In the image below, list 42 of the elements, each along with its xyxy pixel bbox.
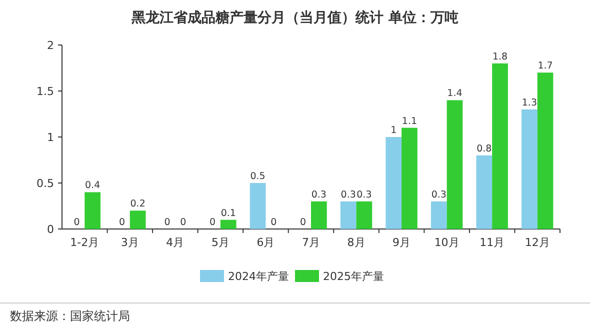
y-tick-label: 0.5 <box>36 177 54 190</box>
data-label: 0 <box>210 217 216 228</box>
data-label: 0 <box>74 217 80 228</box>
data-label: 0.2 <box>130 198 146 210</box>
data-label: 1.8 <box>492 51 508 62</box>
data-label: 0 <box>270 217 277 228</box>
data-label: 0.8 <box>476 143 492 154</box>
data-label: 0 <box>180 217 186 228</box>
x-tick-label: 6月 <box>256 236 275 249</box>
x-tick-label: 8月 <box>347 236 366 249</box>
y-tick-label: 1 <box>47 131 54 144</box>
legend-label: 2024年产量 <box>228 270 289 283</box>
data-label: 0.3 <box>356 189 372 200</box>
x-tick-label: 1-2月 <box>70 236 100 249</box>
title: 黑龙江省成品糖产量分月（当月值）统计 单位：万吨 <box>132 10 458 26</box>
data-label: 0.1 <box>220 208 236 219</box>
data-label: 0 <box>118 217 126 228</box>
data-label: 0 <box>300 217 306 228</box>
y-tick-label: 2 <box>47 39 54 52</box>
x-tick-label: 10月 <box>434 236 460 249</box>
data-label: 0.3 <box>311 189 326 200</box>
y-tick-label: 0 <box>47 223 54 236</box>
x-tick-label: 5月 <box>211 236 230 249</box>
data-label: 1.3 <box>522 97 537 108</box>
x-tick-label: 7月 <box>302 236 320 249</box>
data-label: 0 <box>164 217 170 228</box>
data-label: 0.3 <box>431 189 446 200</box>
y-tick-label: 1.5 <box>36 85 54 98</box>
source-note: 数据来源：国家统计局 <box>10 309 130 323</box>
x-tick-label: 9月 <box>392 236 411 249</box>
data-label: 1.4 <box>447 88 462 100</box>
x-tick-label: 4月 <box>166 236 184 249</box>
legend-label: 2025年产量 <box>323 270 384 283</box>
data-label: 0.4 <box>85 180 100 192</box>
data-label: 1 <box>390 125 397 136</box>
x-tick-label: 11月 <box>480 236 505 249</box>
data-label: 1.7 <box>538 60 553 72</box>
x-tick-label: 12月 <box>524 236 550 249</box>
x-tick-label: 3月 <box>120 236 139 249</box>
data-label: 0.3 <box>340 189 356 200</box>
data-label: 1.1 <box>402 116 418 127</box>
data-label: 0.5 <box>250 171 266 182</box>
